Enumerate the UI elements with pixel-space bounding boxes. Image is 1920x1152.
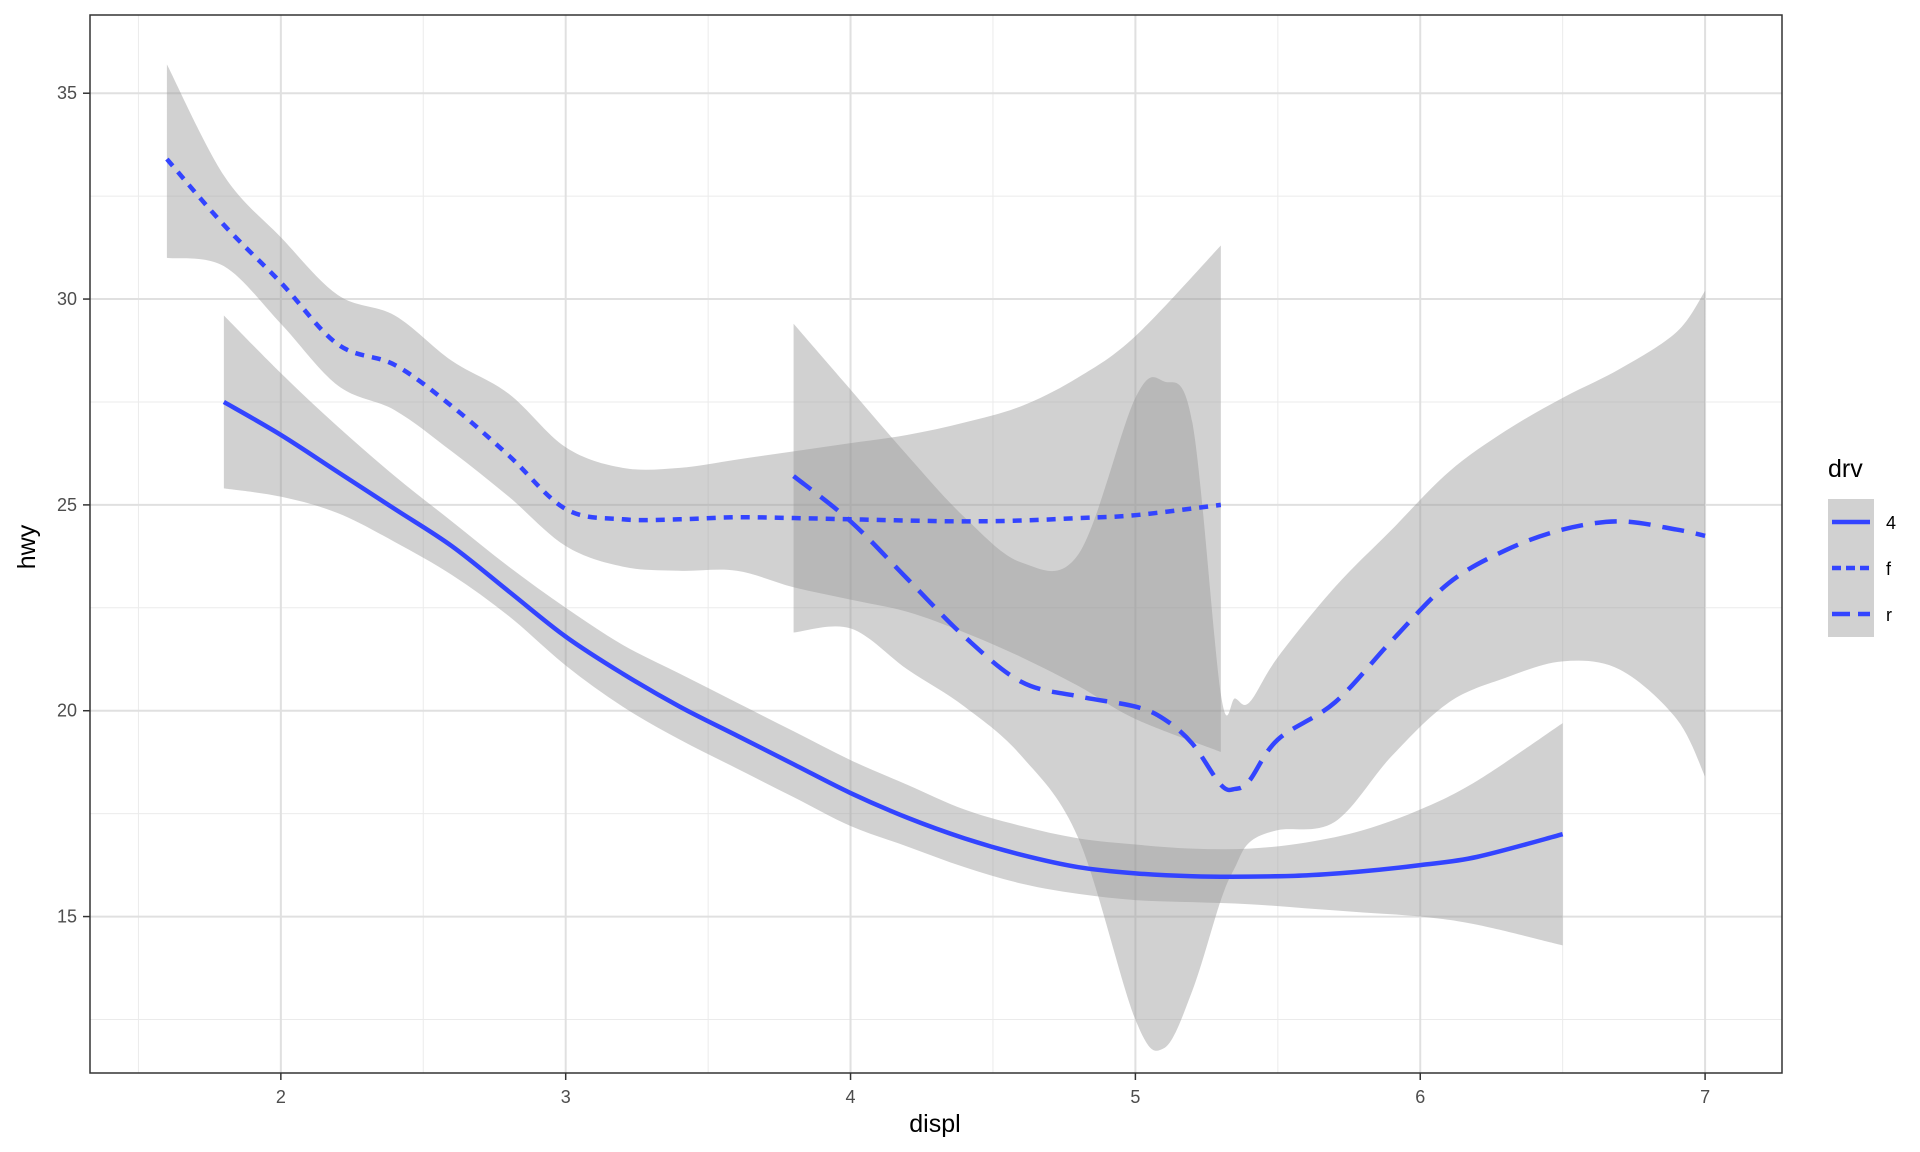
series-line-r [792,474,1706,793]
plot-area: 2 3 4 5 6 7 15 20 25 30 35 [57,14,1783,1107]
legend-label-r: r [1886,605,1892,625]
x-tick-label: 7 [1700,1087,1710,1107]
series-line-f [165,157,1222,524]
legend-label-f: f [1886,559,1892,579]
confidence-band-f [166,64,1221,752]
data-layer [165,64,1706,1051]
panel-border [89,14,1783,1074]
legend: drv 4 f r [1828,455,1896,637]
y-tick-label: 20 [57,701,77,721]
series-line-4 [222,400,1564,879]
y-tick-label: 30 [57,289,77,309]
legend-title: drv [1828,455,1863,483]
panel-background [90,15,1782,1073]
x-tick-label: 2 [276,1087,286,1107]
x-axis-title: displ [909,1110,960,1138]
confidence-band-4 [223,315,1563,946]
y-tick-label: 35 [57,83,77,103]
confidence-band-r [793,290,1706,1051]
x-tick-label: 4 [846,1087,856,1107]
y-axis-title: hwy [13,524,41,569]
legend-label-4: 4 [1886,513,1896,533]
y-tick-label: 25 [57,495,77,515]
x-tick-label: 5 [1130,1087,1140,1107]
x-tick-label: 3 [561,1087,571,1107]
x-tick-label: 6 [1415,1087,1425,1107]
y-tick-label: 15 [57,907,77,927]
